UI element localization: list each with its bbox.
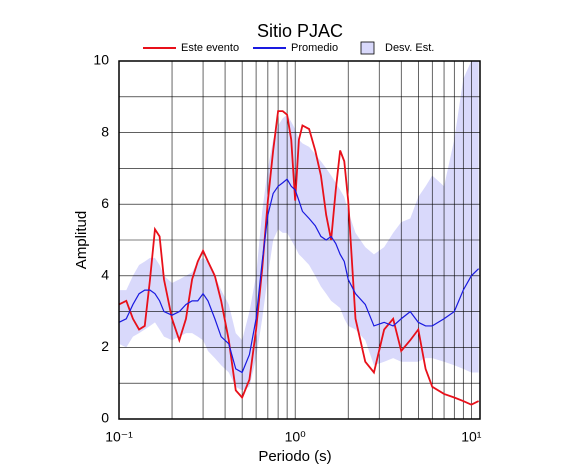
- x-tick-label: 10¹: [461, 429, 482, 445]
- y-tick-label: 2: [101, 338, 109, 354]
- series-line: [118, 178, 480, 374]
- series-line: [118, 110, 480, 406]
- legend-label: Desv. Est.: [385, 42, 434, 54]
- x-tick-label: 10⁰: [285, 429, 307, 445]
- y-tick-label: 0: [101, 410, 109, 426]
- y-tick-label: 4: [101, 267, 109, 283]
- y-tick-label: 6: [101, 195, 109, 211]
- legend-label: Este evento: [181, 42, 239, 54]
- y-axis-label: Amplitud: [73, 211, 90, 269]
- chart-title: Sitio PJAC: [257, 21, 343, 41]
- y-tick-label: 8: [101, 123, 109, 139]
- x-axis-label: Periodo (s): [258, 448, 331, 465]
- y-tick-label: 10: [93, 52, 109, 68]
- legend-label: Promedio: [291, 42, 338, 54]
- std-band: [119, 61, 479, 391]
- x-tick-label: 10⁻¹: [105, 429, 133, 445]
- plot-frame: [118, 60, 481, 420]
- legend-swatch: [360, 41, 375, 55]
